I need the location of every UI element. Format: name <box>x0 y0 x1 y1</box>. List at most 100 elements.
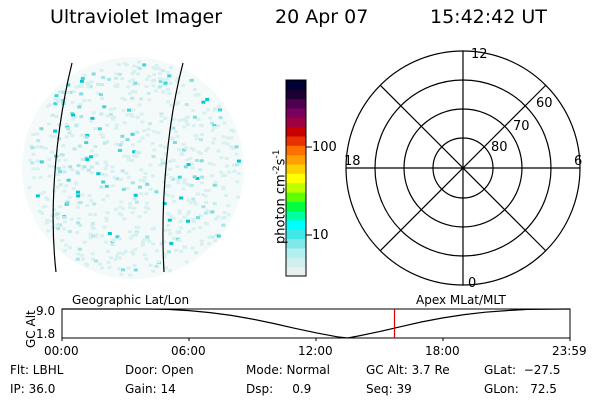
emission-pixel <box>218 116 223 120</box>
emission-pixel <box>28 159 33 163</box>
x-tick-0000: 00:00 <box>44 344 79 358</box>
emission-pixel <box>203 211 208 215</box>
emission-pixel <box>105 211 110 215</box>
emission-pixel <box>195 137 199 141</box>
emission-pixel <box>229 128 234 132</box>
colorbar-segment <box>286 154 306 165</box>
emission-pixel <box>67 195 72 199</box>
colorbar-label-10: 10 <box>312 228 329 243</box>
emission-pixel <box>181 84 185 88</box>
emission-pixel <box>78 103 83 107</box>
emission-pixel <box>73 181 78 185</box>
emission-pixel <box>102 105 107 109</box>
emission-pixel <box>122 121 127 125</box>
emission-pixel <box>88 213 93 216</box>
emission-pixel <box>187 230 192 234</box>
emission-pixel <box>103 166 108 170</box>
emission-pixel <box>212 125 217 129</box>
emission-pixel <box>177 209 182 213</box>
emission-pixel <box>138 178 143 182</box>
emission-pixel <box>206 189 211 193</box>
emission-pixel <box>54 94 59 98</box>
emission-pixel <box>191 227 196 231</box>
emission-pixel <box>130 78 135 82</box>
emission-pixel <box>167 91 172 95</box>
emission-pixel <box>182 215 187 219</box>
x-tick-1200: 12:00 <box>298 344 333 358</box>
emission-pixel <box>138 192 143 196</box>
emission-pixel <box>171 158 176 162</box>
emission-pixel <box>79 92 84 96</box>
emission-pixel <box>125 113 130 117</box>
emission-pixel <box>53 129 58 133</box>
instrument-title: Ultraviolet Imager <box>50 6 223 28</box>
emission-pixel <box>104 163 109 167</box>
emission-pixel <box>85 133 90 137</box>
emission-pixel <box>123 98 127 102</box>
emission-pixel <box>146 207 151 211</box>
emission-pixel <box>175 230 180 234</box>
emission-pixel <box>104 240 109 244</box>
emission-pixel <box>120 134 125 138</box>
emission-pixel <box>88 232 93 236</box>
colorbar-segment <box>286 80 306 90</box>
emission-pixel <box>47 174 52 178</box>
emission-pixel <box>166 87 170 91</box>
emission-pixel <box>170 194 175 198</box>
emission-pixel <box>110 165 115 169</box>
emission-pixel <box>87 99 92 102</box>
emission-pixel <box>163 252 168 256</box>
emission-pixel <box>137 151 142 155</box>
emission-pixel <box>63 97 68 101</box>
emission-pixel <box>121 187 126 191</box>
emission-pixel <box>204 148 209 152</box>
emission-pixel <box>85 158 90 162</box>
emission-pixel <box>142 238 147 242</box>
emission-pixel <box>127 108 131 112</box>
mlt-label-18: 18 <box>344 154 361 169</box>
emission-pixel <box>189 184 194 187</box>
emission-pixel <box>53 97 58 101</box>
emission-pixel <box>223 194 228 198</box>
emission-pixel <box>67 230 72 234</box>
dsp-readout: Dsp: 0.9 <box>246 382 312 396</box>
emission-pixel <box>154 190 159 194</box>
emission-pixel <box>111 184 116 188</box>
emission-pixel <box>142 63 147 67</box>
emission-pixel <box>184 260 189 264</box>
emission-pixel <box>50 113 55 117</box>
emission-pixel <box>137 185 142 189</box>
emission-pixel <box>50 220 55 223</box>
emission-pixel <box>188 157 193 161</box>
emission-pixel <box>213 239 218 243</box>
emission-pixel <box>179 226 183 230</box>
emission-pixel <box>35 132 39 136</box>
colorbar-frame <box>285 79 307 277</box>
emission-pixel <box>115 177 119 181</box>
emission-pixel <box>157 85 162 89</box>
emission-pixel <box>171 216 176 220</box>
emission-pixel <box>117 267 122 271</box>
emission-pixel <box>134 150 139 154</box>
emission-pixel <box>132 263 137 267</box>
emission-pixel <box>204 200 209 204</box>
emission-pixel <box>130 211 135 214</box>
mlat-label-70: 70 <box>513 119 530 134</box>
colorbar-segment <box>286 89 306 100</box>
colorbar-segment <box>286 201 306 212</box>
emission-pixel <box>49 134 54 138</box>
emission-pixel <box>82 73 87 77</box>
emission-pixel <box>160 161 165 165</box>
emission-pixel <box>184 116 189 120</box>
emission-pixel <box>134 225 139 229</box>
colorbar-unit-label: photon cm-2s-1 <box>272 150 288 244</box>
emission-pixel <box>120 96 125 100</box>
emission-pixel <box>121 109 126 113</box>
emission-pixel <box>56 173 61 177</box>
emission-pixel <box>200 193 205 197</box>
emission-pixel <box>151 155 156 158</box>
colorbar-segment <box>286 210 306 221</box>
emission-pixel <box>66 178 71 182</box>
emission-pixel <box>31 133 36 136</box>
emission-pixel <box>73 115 77 119</box>
